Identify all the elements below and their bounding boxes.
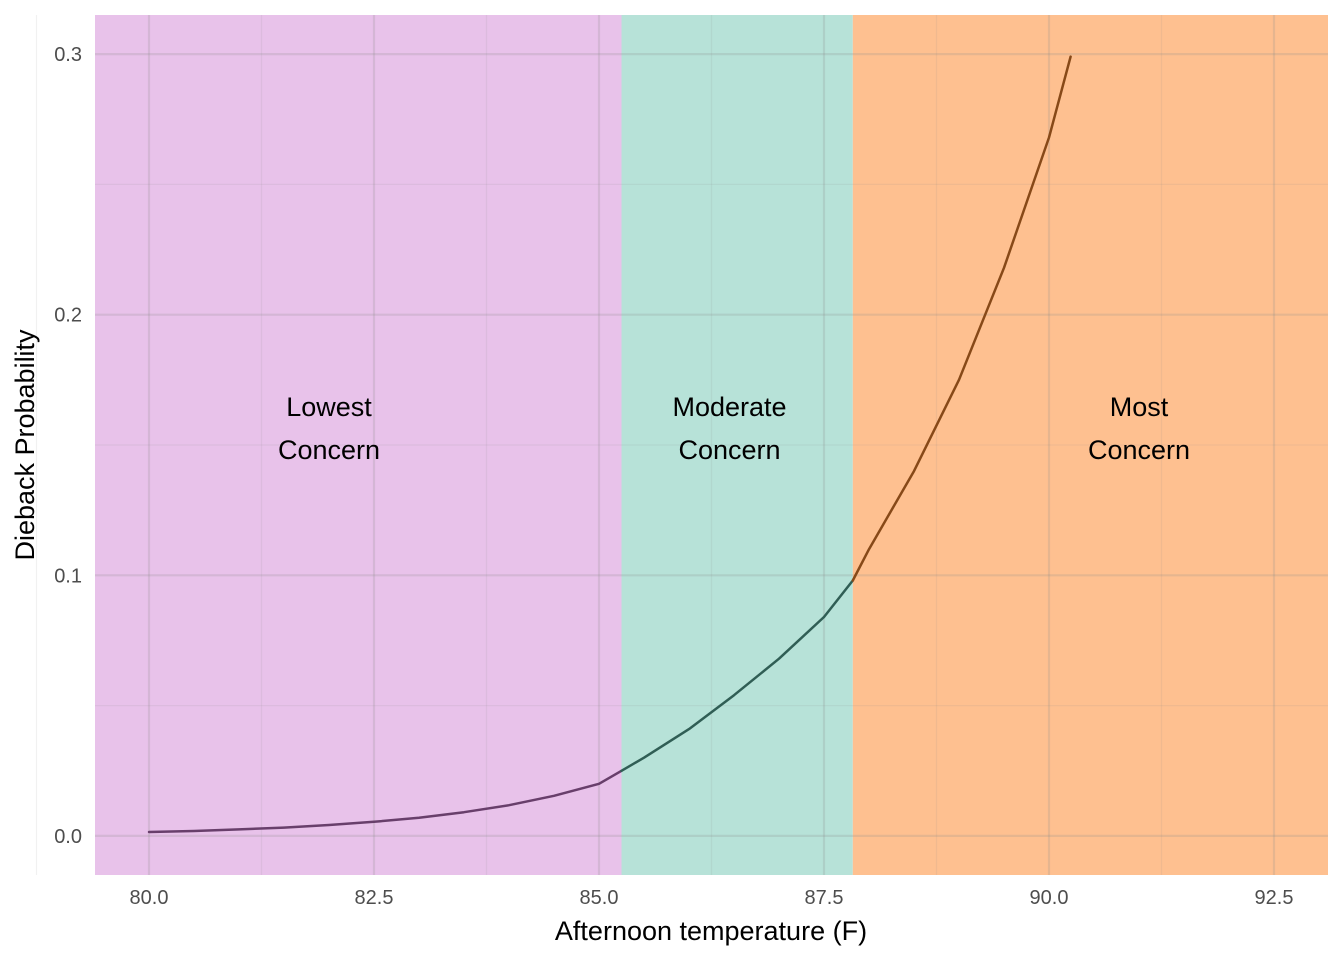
curve-segment-3: [851, 55, 1072, 582]
y-tick-label: 0.1: [54, 565, 82, 587]
x-axis-title: Afternoon temperature (F): [555, 916, 867, 946]
x-tick-label: 80.0: [130, 887, 169, 909]
y-tick-label: 0.3: [54, 44, 82, 66]
y-axis-title: Dieback Probability: [10, 329, 40, 561]
zone-label-line1: Most: [1110, 392, 1169, 422]
curve-segment-2: [620, 579, 855, 773]
zone-most-band: [852, 15, 1328, 875]
probability-curve: [147, 55, 1072, 834]
y-tick-label: 0.0: [54, 826, 82, 848]
zone-label-line2: Concern: [1088, 435, 1190, 465]
x-tick-label: 90.0: [1030, 887, 1069, 909]
x-tick-label: 87.5: [805, 887, 844, 909]
zone-moderate-band: [621, 15, 853, 875]
curve-segment-1: [147, 769, 623, 834]
zone-labels: Lowest Concern Moderate Concern Most Concern: [278, 392, 1190, 465]
y-tick-label: 0.2: [54, 305, 82, 327]
gridlines: [35, 15, 1328, 875]
x-tick-label: 85.0: [580, 887, 619, 909]
y-axis-ticks: 0.0 0.1 0.2 0.3: [54, 44, 82, 848]
x-axis-ticks: 80.0 82.5 85.0 87.5 90.0 92.5: [130, 887, 1294, 909]
zone-label-line2: Concern: [678, 435, 780, 465]
x-tick-label: 82.5: [355, 887, 394, 909]
x-tick-label: 92.5: [1255, 887, 1294, 909]
zone-label-line1: Lowest: [286, 392, 372, 422]
zone-label-line2: Concern: [278, 435, 380, 465]
zone-label-line1: Moderate: [672, 392, 786, 422]
zone-lowest-band: [95, 15, 622, 875]
concern-zones: [95, 15, 1328, 875]
